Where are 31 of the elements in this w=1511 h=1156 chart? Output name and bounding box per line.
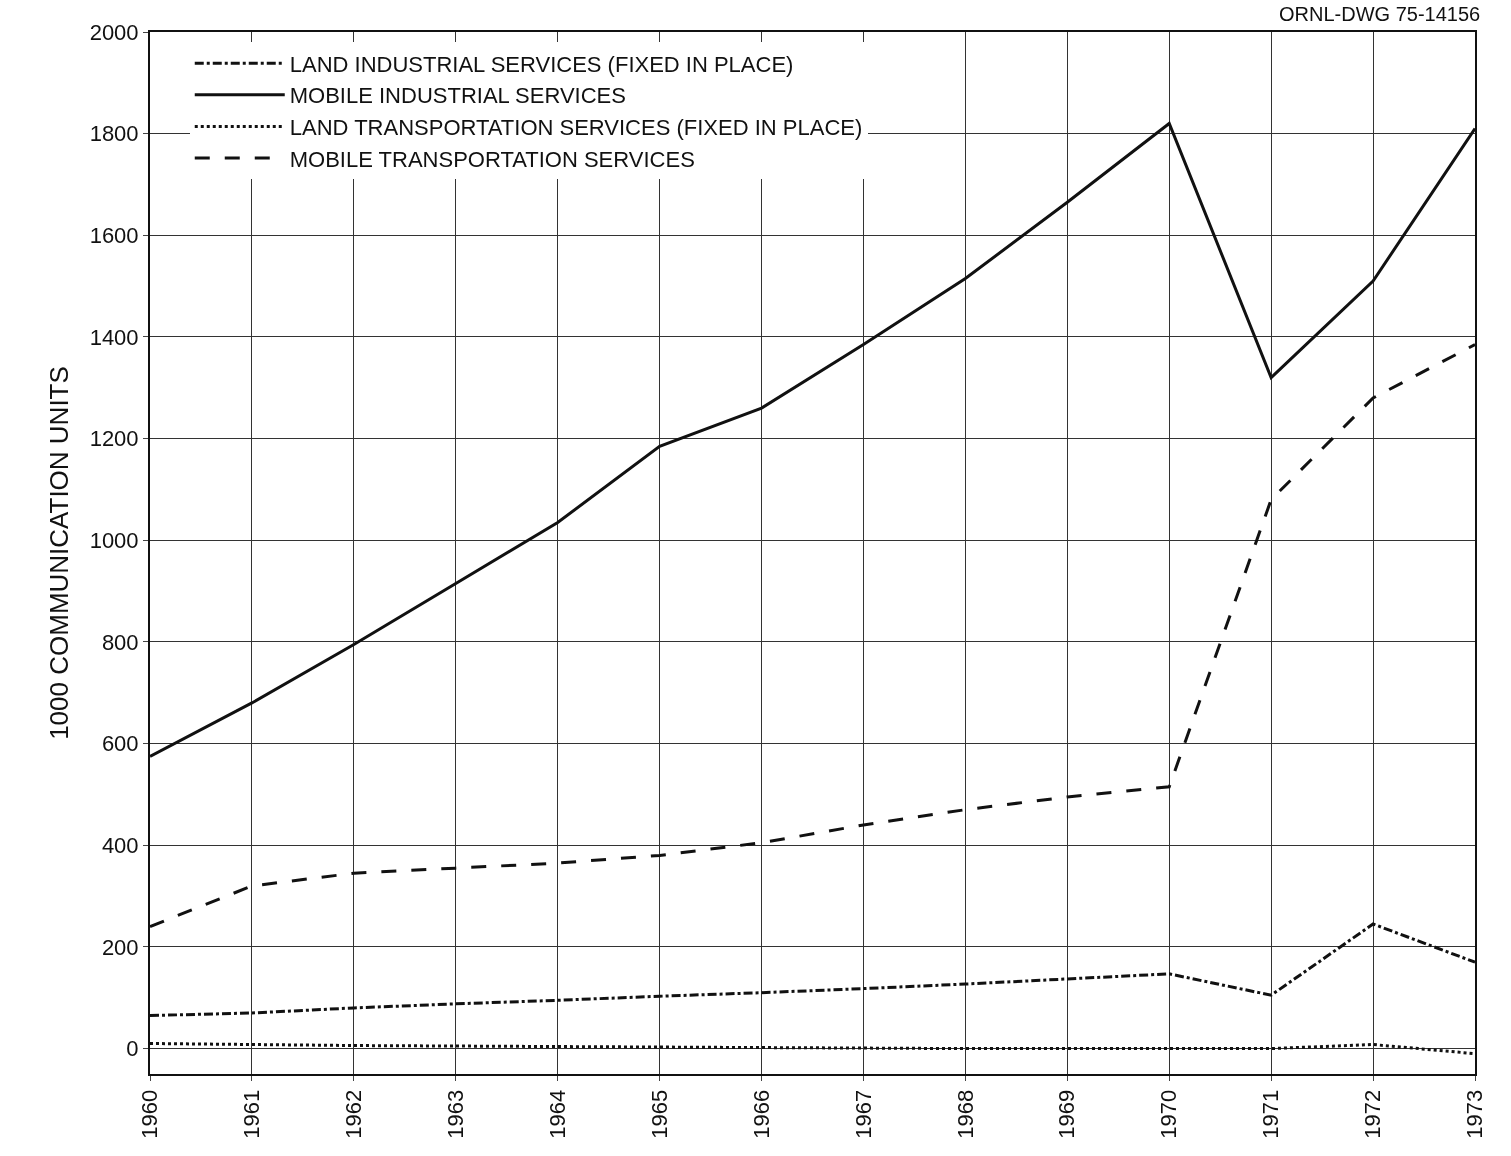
x-tick-label: 1960 [137,1089,163,1139]
x-tick-label: 1964 [544,1089,570,1139]
y-tick-label: 1600 [89,223,139,249]
legend-label: MOBILE INDUSTRIAL SERVICES [289,83,626,109]
y-tick-label: 400 [101,832,139,858]
x-tick-label: 1962 [341,1089,366,1139]
legend-label: LAND INDUSTRIAL SERVICES (FIXED IN PLACE) [289,51,794,77]
x-tick-label: 1973 [1462,1089,1488,1139]
y-tick-label: 1800 [89,121,139,147]
legend-label: MOBILE TRANSPORTATION SERVICES [289,146,695,172]
x-tick-label: 1968 [952,1089,978,1139]
x-tick-label: 1963 [442,1089,468,1139]
x-tick-label: 1965 [646,1089,672,1139]
y-tick-label: 600 [101,731,139,757]
x-tick-label: 1966 [748,1089,774,1139]
y-tick-label: 1000 [89,527,139,553]
legend-label: LAND TRANSPORTATION SERVICES (FIXED IN PLACE) [289,115,863,140]
y-tick-label: 200 [101,934,139,960]
x-tick-label: 1971 [1258,1089,1284,1139]
y-tick-label: 1400 [89,324,139,350]
x-tick-label: 1967 [850,1089,876,1139]
y-axis-title: 1000 COMMUNICATION UNITS [43,366,74,740]
x-tick-label: 1972 [1360,1089,1386,1139]
y-tick-label: 2000 [89,19,139,45]
y-tick-label: 1200 [89,426,139,452]
y-tick-label: 0 [126,1036,139,1062]
x-tick-label: 1970 [1156,1089,1182,1139]
x-tick-label: 1961 [239,1089,265,1139]
y-tick-label: 800 [101,629,139,655]
text: ORNL-DWG 75-14156 [1279,3,1481,25]
x-tick-label: 1969 [1054,1089,1080,1139]
